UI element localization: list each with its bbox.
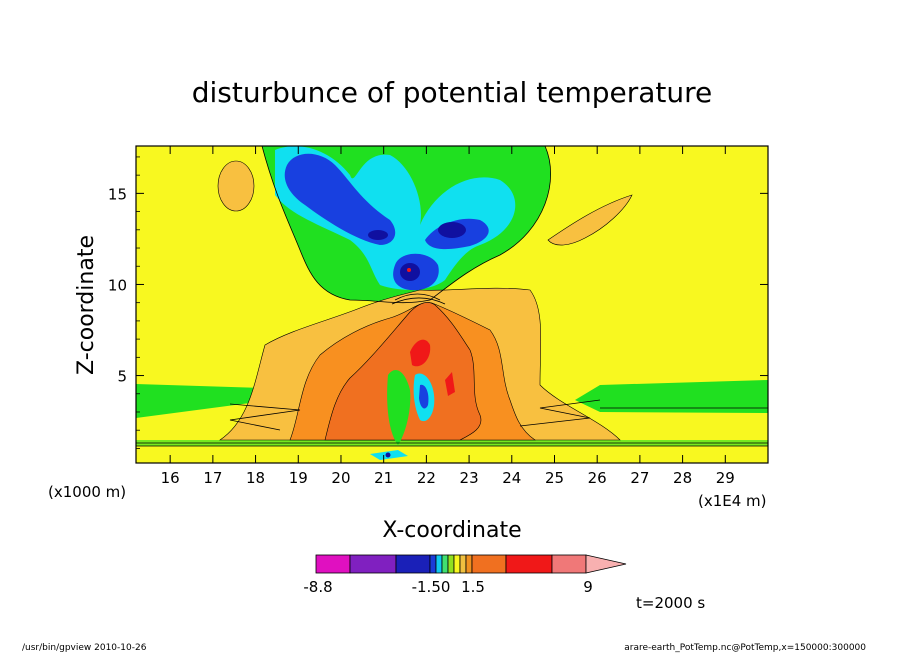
contour-lines (136, 146, 768, 447)
x-axis-unit-left: (x1000 m) (48, 483, 126, 501)
x-tick-label: 19 (289, 469, 308, 487)
red-core (410, 339, 431, 367)
red-dot-center (407, 268, 411, 272)
y-axis-label: Z-coordinate (74, 235, 99, 375)
colorbar-label-neg: -1.50 (412, 578, 451, 596)
colorbar-overflow-arrow (585, 554, 627, 574)
x-tick-label: 17 (203, 469, 222, 487)
navy-core-right (438, 222, 466, 238)
x-tick-label: 25 (545, 469, 564, 487)
colorbar-segment (429, 554, 437, 574)
colorbar-segment (395, 554, 431, 574)
chart-title: disturbunce of potential temperature (192, 76, 713, 109)
y-tick-label: 10 (108, 276, 127, 294)
colorbar-segment (505, 554, 553, 574)
colorbar-segment (459, 554, 467, 574)
plot-frame (135, 145, 769, 464)
colorbar-segment (315, 554, 351, 574)
colorbar (315, 554, 627, 574)
x-axis-unit-right: (x1E4 m) (698, 492, 767, 510)
colorbar-segment (453, 554, 461, 574)
colorbar-labels: -8.8 -1.50 1.5 9 (303, 578, 592, 596)
x-tick-label: 27 (630, 469, 649, 487)
navy-core-left (368, 230, 388, 240)
footer-right: arare-earth_PotTemp.nc@PotTemp,x=150000:… (624, 643, 866, 653)
orange-blob-left (217, 160, 255, 212)
y-axis: 5 10 15 (108, 156, 768, 449)
inner-column-blue (419, 384, 429, 409)
x-tick-label: 21 (374, 469, 393, 487)
x-tick-label: 29 (716, 469, 735, 487)
colorbar-label-max: 9 (583, 578, 593, 596)
y-tick-label: 5 (117, 368, 127, 386)
colorbar-label-min: -8.8 (303, 578, 332, 596)
x-tick-label: 26 (588, 469, 607, 487)
x-tick-label: 20 (331, 469, 350, 487)
x-tick-label: 16 (161, 469, 180, 487)
x-tick-label: 23 (460, 469, 479, 487)
blue-left-lobe (284, 153, 396, 245)
navy-core-center (400, 263, 420, 281)
footer-left: /usr/bin/gpview 2010-10-26 (22, 643, 147, 653)
x-tick-label: 18 (246, 469, 265, 487)
x-axis-label: X-coordinate (382, 518, 521, 543)
colorbar-segment (465, 554, 473, 574)
time-label: t=2000 s (636, 594, 705, 612)
x-axis: 16 17 18 19 20 21 22 23 24 25 26 27 28 29 (161, 146, 735, 487)
bottom-dip-navy (385, 452, 391, 458)
x-tick-label: 28 (673, 469, 692, 487)
x-tick-label: 24 (502, 469, 521, 487)
colorbar-segment (435, 554, 443, 574)
green-band-right (575, 380, 768, 413)
orange-dark-core (324, 302, 482, 441)
colorbar-segment (551, 554, 587, 574)
red-streak (445, 372, 455, 396)
colorbar-segment (349, 554, 397, 574)
colorbar-segment (471, 554, 507, 574)
green-band-left (136, 384, 262, 418)
colorbar-segment (447, 554, 455, 574)
inner-column-green (387, 370, 411, 445)
contour-field (136, 146, 768, 463)
x-tick-label: 22 (417, 469, 436, 487)
orange-streak-right (547, 194, 633, 246)
colorbar-segment (441, 554, 449, 574)
y-tick-label: 15 (108, 185, 127, 203)
colorbar-label-pos: 1.5 (461, 578, 485, 596)
